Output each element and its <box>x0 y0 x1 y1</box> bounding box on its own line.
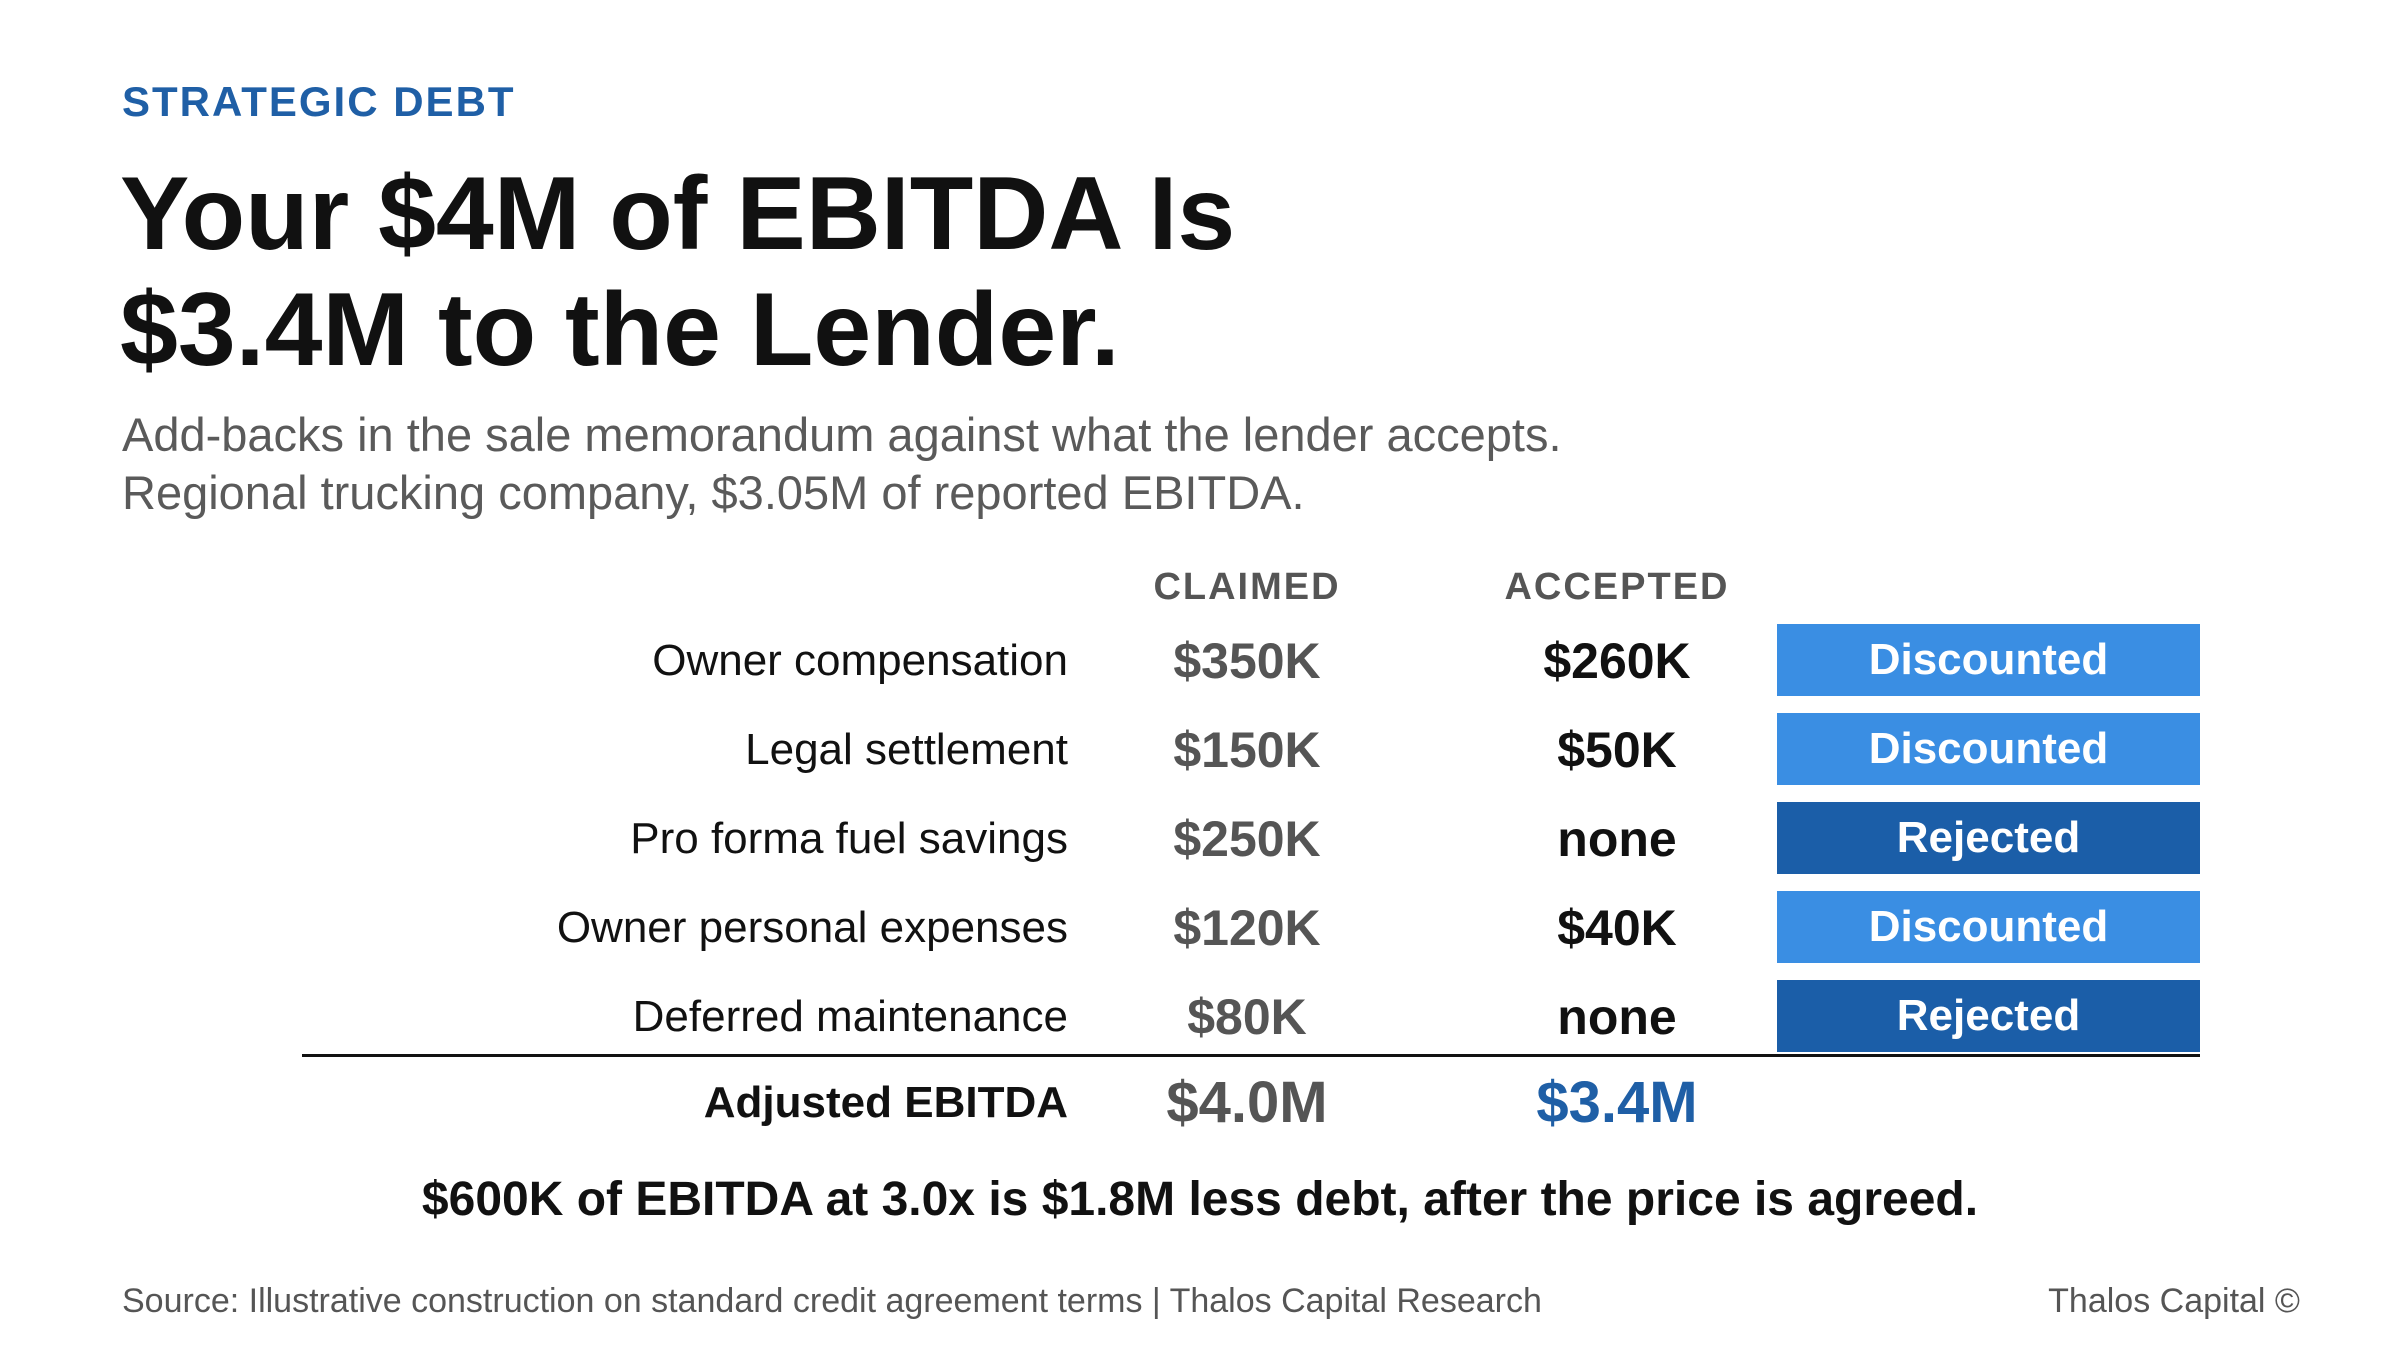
total-divider <box>302 1054 2200 1057</box>
total-claimed-value: $4.0M <box>1166 1070 1328 1135</box>
row-label: Legal settlement <box>745 725 1068 774</box>
subtitle-line-2: Regional trucking company, $3.05M of rep… <box>122 466 1305 519</box>
status-badge: Discounted <box>1777 713 2200 785</box>
source-note: Source: Illustrative construction on sta… <box>122 1282 1542 1320</box>
total-row: Adjusted EBITDA $4.0M $3.4M <box>0 1066 2400 1140</box>
accepted-value: none <box>1557 989 1677 1045</box>
claimed-value: $250K <box>1173 811 1321 867</box>
table-row: Owner personal expenses $120K $40K Disco… <box>0 891 2400 965</box>
title-line-2: $3.4M to the Lender. <box>120 272 1120 388</box>
page-title: Your $4M of EBITDA Is $3.4M to the Lende… <box>120 156 1720 388</box>
table-row: Owner compensation $350K $260K Discounte… <box>0 624 2400 698</box>
total-accepted-value: $3.4M <box>1536 1070 1698 1135</box>
row-label: Deferred maintenance <box>632 992 1068 1041</box>
eyebrow-label: STRATEGIC DEBT <box>122 78 516 125</box>
column-header-accepted: ACCEPTED <box>1504 566 1730 608</box>
claimed-value: $120K <box>1173 900 1321 956</box>
title-line-1: Your $4M of EBITDA Is <box>120 156 1236 272</box>
claimed-value: $150K <box>1173 722 1321 778</box>
takeaway-text: $600K of EBITDA at 3.0x is $1.8M less de… <box>421 1173 1979 1226</box>
status-badge: Discounted <box>1777 624 2200 696</box>
total-label: Adjusted EBITDA <box>703 1078 1068 1127</box>
table-row: Legal settlement $150K $50K Discounted <box>0 713 2400 787</box>
status-badge: Rejected <box>1777 980 2200 1052</box>
subtitle: Add-backs in the sale memorandum against… <box>122 406 1562 522</box>
claimed-value: $80K <box>1187 989 1307 1045</box>
accepted-value: $260K <box>1543 633 1691 689</box>
brand-mark: Thalos Capital © <box>2048 1282 2300 1320</box>
table-row: Deferred maintenance $80K none Rejected <box>0 980 2400 1054</box>
accepted-value: $40K <box>1557 900 1677 956</box>
status-badge: Discounted <box>1777 891 2200 963</box>
accepted-value: $50K <box>1557 722 1677 778</box>
row-label: Pro forma fuel savings <box>630 814 1068 863</box>
table-row: Pro forma fuel savings $250K none Reject… <box>0 802 2400 876</box>
row-label: Owner compensation <box>652 636 1068 685</box>
accepted-value: none <box>1557 811 1677 867</box>
claimed-value: $350K <box>1173 633 1321 689</box>
subtitle-line-1: Add-backs in the sale memorandum against… <box>122 408 1562 461</box>
row-label: Owner personal expenses <box>556 903 1068 952</box>
column-header-claimed: CLAIMED <box>1153 566 1341 608</box>
status-badge: Rejected <box>1777 802 2200 874</box>
